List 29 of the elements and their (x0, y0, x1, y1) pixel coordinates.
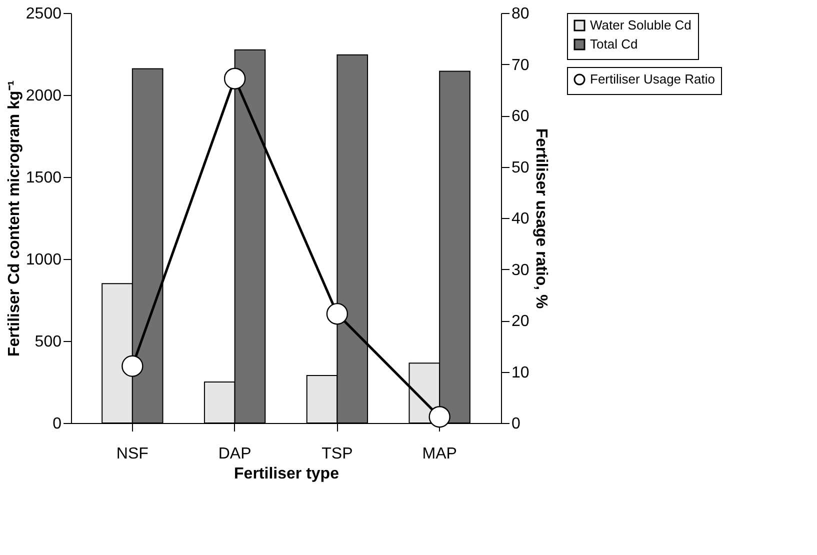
y-tick-label: 2500 (26, 6, 62, 22)
y2-tick-label: 40 (512, 210, 530, 228)
y-tick-label: 1000 (26, 252, 62, 268)
x-tick-label: MAP (422, 446, 457, 462)
y2-tick-label: 60 (512, 108, 530, 125)
y2-tick-label: 0 (512, 416, 520, 432)
y-tick-label: 2000 (26, 88, 62, 104)
y-axis-title: Fertiliser Cd content microgram kg⁻¹ (6, 80, 23, 357)
legend-label: Total Cd (590, 36, 638, 52)
x-axis-title: Fertiliser type (234, 466, 340, 482)
y-tick-label: 0 (52, 416, 62, 432)
x-tick-label: NSF (116, 446, 149, 462)
y-tick-label: 500 (34, 334, 62, 350)
y2-tick-label: 30 (512, 262, 530, 279)
y-tick-label: 1500 (26, 170, 62, 186)
y2-axis-title: Fertiliser usage ratio, % (532, 128, 550, 309)
y2-tick-label: 20 (512, 313, 530, 330)
y2-tick-label: 80 (512, 6, 530, 22)
y2-tick-label: 70 (512, 56, 530, 74)
x-tick-label: DAP (218, 446, 252, 462)
y2-tick-label: 10 (512, 364, 530, 382)
point (122, 355, 144, 377)
x-tick-label: TSP (322, 446, 353, 462)
point (224, 68, 246, 90)
legend-label: Water Soluble Cd (590, 18, 692, 32)
y2-tick-label: 50 (512, 159, 530, 176)
point (428, 406, 450, 428)
point (326, 303, 348, 325)
legend-label: Fertiliser Usage Ratio (590, 72, 715, 86)
